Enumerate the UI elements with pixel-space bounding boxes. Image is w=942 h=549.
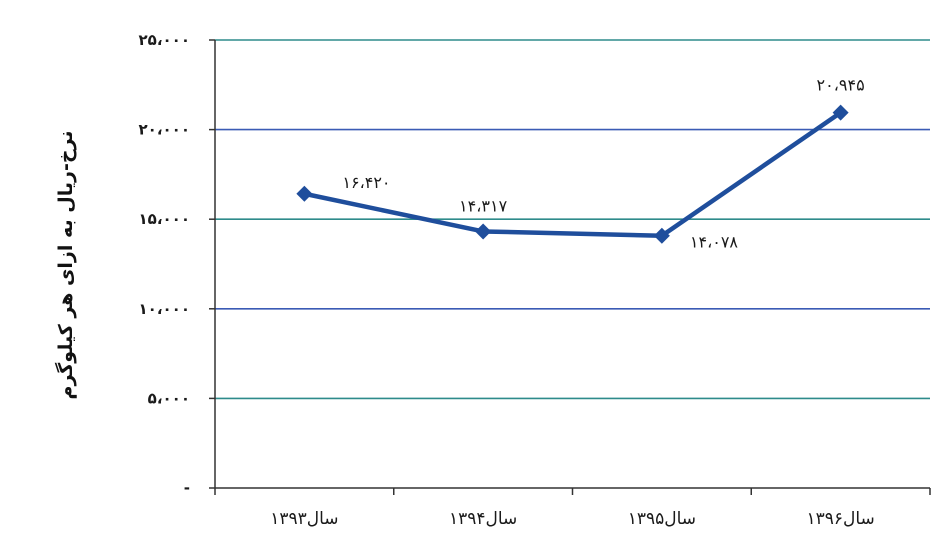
- y-tick-label: -: [184, 479, 190, 497]
- data-label: ۲۰،۹۴۵: [817, 76, 865, 95]
- y-tick-labels: - ۵،۰۰۰ ۱۰،۰۰۰ ۱۵،۰۰۰ ۲۰،۰۰۰ ۲۵،۰۰۰: [139, 31, 190, 497]
- data-point-marker: [653, 227, 670, 244]
- series-polyline: [303, 110, 842, 238]
- axes: [209, 39, 931, 495]
- gridlines: [215, 39, 930, 400]
- x-tick-label: سال۱۳۹۵: [628, 509, 696, 529]
- data-point-marker: [475, 223, 492, 240]
- x-tick-label: سال۱۳۹۳: [270, 509, 338, 529]
- data-point-marker: [296, 185, 313, 202]
- x-tick-label: سال۱۳۹۶: [806, 509, 874, 529]
- y-axis-label: نرخ-ریال به ازای هر کیلوگرم: [54, 131, 77, 400]
- y-tick-label: ۱۵،۰۰۰: [139, 210, 190, 228]
- series-line: [296, 104, 849, 244]
- y-tick-label: ۲۰،۰۰۰: [139, 121, 190, 139]
- data-label: ۱۶،۴۲۰: [342, 173, 390, 192]
- y-tick-label: ۵،۰۰۰: [148, 389, 190, 407]
- data-labels: ۱۶،۴۲۰ ۱۴،۳۱۷ ۱۴،۰۷۸ ۲۰،۹۴۵: [342, 76, 864, 252]
- y-tick-label: ۲۵،۰۰۰: [139, 31, 190, 49]
- y-tick-label: ۱۰،۰۰۰: [139, 300, 190, 318]
- x-tick-label: سال۱۳۹۴: [449, 509, 517, 529]
- data-label: ۱۴،۰۷۸: [690, 233, 739, 252]
- data-point-marker: [832, 104, 849, 121]
- x-tick-labels: سال۱۳۹۳ سال۱۳۹۴ سال۱۳۹۵ سال۱۳۹۶: [270, 509, 875, 529]
- data-label: ۱۴،۳۱۷: [459, 196, 508, 215]
